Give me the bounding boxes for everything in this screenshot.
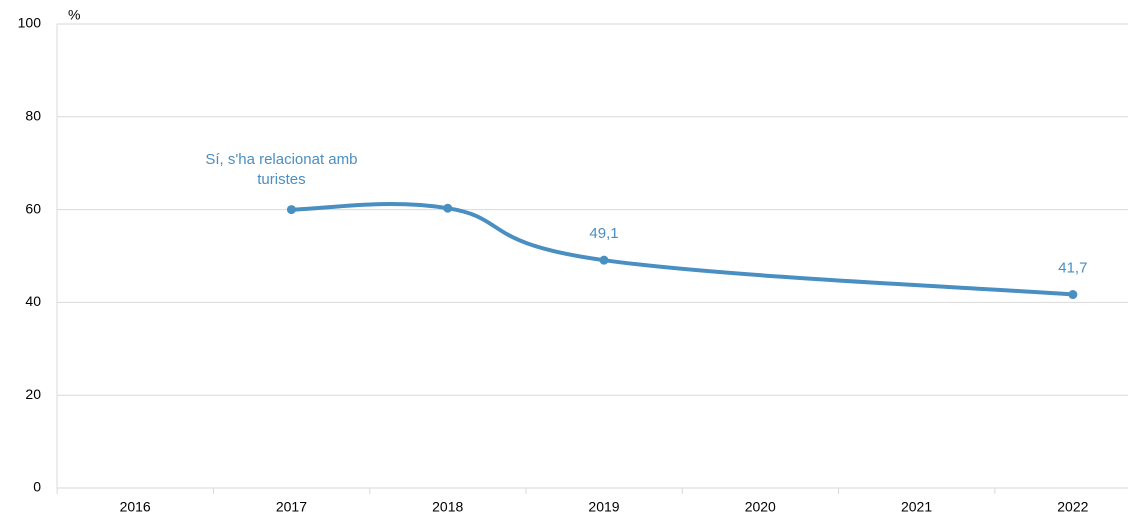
point	[1068, 290, 1078, 300]
y-axis-label: %	[68, 7, 80, 23]
point	[286, 205, 296, 215]
data-label: 41,7	[1058, 259, 1087, 276]
x-tick-label: 2021	[901, 499, 932, 515]
series-label: Sí, s'ha relacionat amb turistes	[205, 151, 358, 188]
x-tick-label: 2019	[588, 499, 619, 515]
y-tick-label: 40	[25, 293, 41, 309]
data-label: 49,1	[589, 225, 618, 242]
line	[289, 201, 1075, 297]
x-tick-label: 2022	[1057, 499, 1088, 515]
x-tick-label: 2016	[120, 499, 151, 515]
y-tick-label: 20	[25, 386, 41, 402]
y-tick-label: 100	[18, 15, 42, 31]
y-tick-label: 60	[25, 200, 41, 216]
x-tick-label: 2017	[276, 499, 307, 515]
x-tick-label: 2020	[745, 499, 776, 515]
y-tick-label: 80	[25, 108, 41, 124]
point	[599, 255, 609, 265]
point	[443, 203, 453, 213]
x-tick-label: 2018	[432, 499, 463, 515]
y-tick-label: 0	[33, 479, 41, 495]
series-label-box: Sí, s'ha relacionat amb turistes	[205, 151, 358, 188]
